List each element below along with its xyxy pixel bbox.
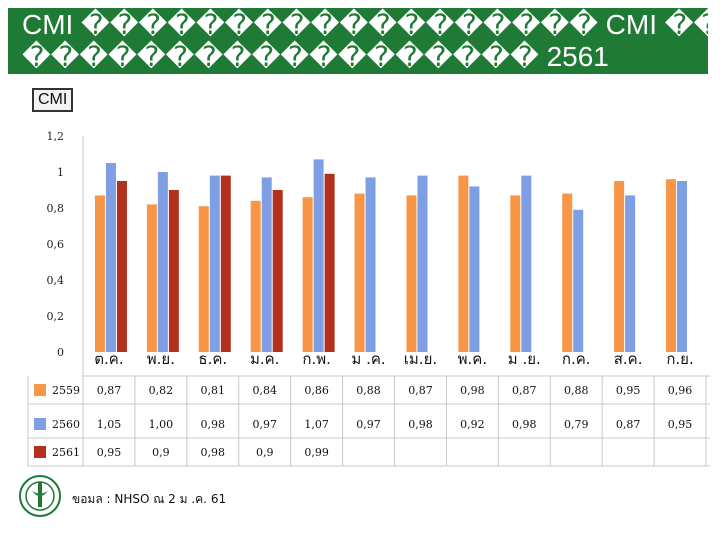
- bar-2559: [146, 204, 157, 352]
- legend-swatch-2559: [34, 384, 46, 396]
- category-label: เม.ย.: [404, 350, 437, 368]
- page-title-line1: CMI ������������������ CMI ��: [22, 9, 720, 40]
- category-label: พ.ค.: [458, 350, 487, 368]
- data-label: 0,81: [201, 384, 226, 397]
- bar-2559: [354, 193, 365, 352]
- bar-2561: [272, 190, 283, 352]
- data-label: 0,98: [408, 418, 433, 431]
- y-tick-label: 0,8: [47, 202, 65, 215]
- data-label: 0,87: [408, 384, 433, 397]
- data-label: 0,97: [252, 418, 277, 431]
- bar-2559: [406, 195, 417, 352]
- category-label: ก.พ.: [302, 350, 331, 368]
- data-label: 0,97: [356, 418, 381, 431]
- bar-2560: [261, 177, 272, 352]
- bar-2560: [105, 163, 116, 352]
- category-label: ม .ย.: [508, 350, 541, 368]
- data-label: 0,96: [668, 384, 693, 397]
- legend-label: 2559: [52, 384, 80, 397]
- y-tick-label: 0: [57, 346, 64, 359]
- bar-2561: [116, 181, 127, 352]
- category-label: ก.ค.: [562, 350, 591, 368]
- source-note: ขอมล : NHSO ณ 2 ม .ค. 61: [72, 492, 227, 506]
- y-tick-label: 1,2: [47, 130, 65, 143]
- legend-label: 2560: [52, 418, 80, 431]
- bar-2560: [313, 159, 324, 352]
- bar-2560: [417, 175, 428, 352]
- data-label: 0,88: [356, 384, 381, 397]
- data-label: 0,95: [668, 418, 693, 431]
- bar-2560: [625, 195, 636, 352]
- bar-2559: [614, 181, 625, 352]
- bar-2560: [365, 177, 376, 352]
- category-label: พ.ย.: [147, 350, 175, 368]
- category-label: ธ.ค.: [198, 350, 227, 368]
- legend-swatch-2560: [34, 418, 46, 430]
- data-label: 0,84: [252, 384, 277, 397]
- category-label: ก.ย.: [666, 350, 693, 368]
- bar-2559: [94, 195, 105, 352]
- moph-logo-icon: [19, 475, 61, 517]
- bar-2560: [573, 209, 584, 352]
- bar-2559: [510, 195, 521, 352]
- data-label: 0,99: [304, 446, 329, 459]
- data-label: 1,00: [149, 418, 174, 431]
- data-label: 0,95: [616, 384, 641, 397]
- data-label: 0,82: [149, 384, 174, 397]
- bar-2560: [521, 175, 532, 352]
- bar-2561: [168, 190, 179, 352]
- bar-2560: [677, 181, 688, 352]
- data-label: 0,95: [97, 446, 122, 459]
- bar-2560: [469, 186, 480, 352]
- title-bar: CMI ������������������ CMI �� ����������…: [8, 8, 720, 74]
- bar-2559: [562, 193, 573, 352]
- chart-label-box: CMI: [32, 88, 74, 112]
- data-label: 0,98: [460, 384, 485, 397]
- data-label: 0,9: [256, 446, 274, 459]
- bar-2560: [209, 175, 220, 352]
- bar-2559: [250, 200, 261, 352]
- y-tick-label: 1: [57, 166, 64, 179]
- data-label: 0,98: [512, 418, 537, 431]
- data-label: 0,86: [304, 384, 329, 397]
- data-label: 0,87: [512, 384, 537, 397]
- bar-2559: [198, 206, 209, 352]
- bar-2559: [666, 179, 677, 352]
- y-tick-label: 0,4: [47, 274, 65, 287]
- data-label: 0,9: [152, 446, 170, 459]
- bar-2559: [302, 197, 313, 352]
- y-tick-label: 0,2: [47, 310, 65, 323]
- data-label: 0,98: [201, 418, 226, 431]
- y-tick-label: 0,6: [47, 238, 65, 251]
- bar-2561: [324, 173, 335, 352]
- data-label: 0,87: [97, 384, 122, 397]
- data-label: 0,88: [564, 384, 589, 397]
- legend-swatch-2561: [34, 446, 46, 458]
- bar-2559: [458, 175, 469, 352]
- category-label: ต.ค.: [94, 350, 123, 368]
- data-label: 1,07: [304, 418, 329, 431]
- data-label: 0,79: [564, 418, 589, 431]
- page-title-line2: ������������������ 2561: [22, 41, 609, 72]
- data-label: 0,87: [616, 418, 641, 431]
- bar-2561: [220, 175, 231, 352]
- data-label: 0,98: [201, 446, 226, 459]
- bar-2560: [157, 172, 168, 352]
- data-label: 0,92: [460, 418, 485, 431]
- category-label: ม .ค.: [351, 350, 385, 368]
- legend-label: 2561: [52, 446, 80, 459]
- data-label: 1,05: [97, 418, 122, 431]
- category-label: ม.ค.: [250, 350, 279, 368]
- category-label: ส.ค.: [614, 350, 643, 368]
